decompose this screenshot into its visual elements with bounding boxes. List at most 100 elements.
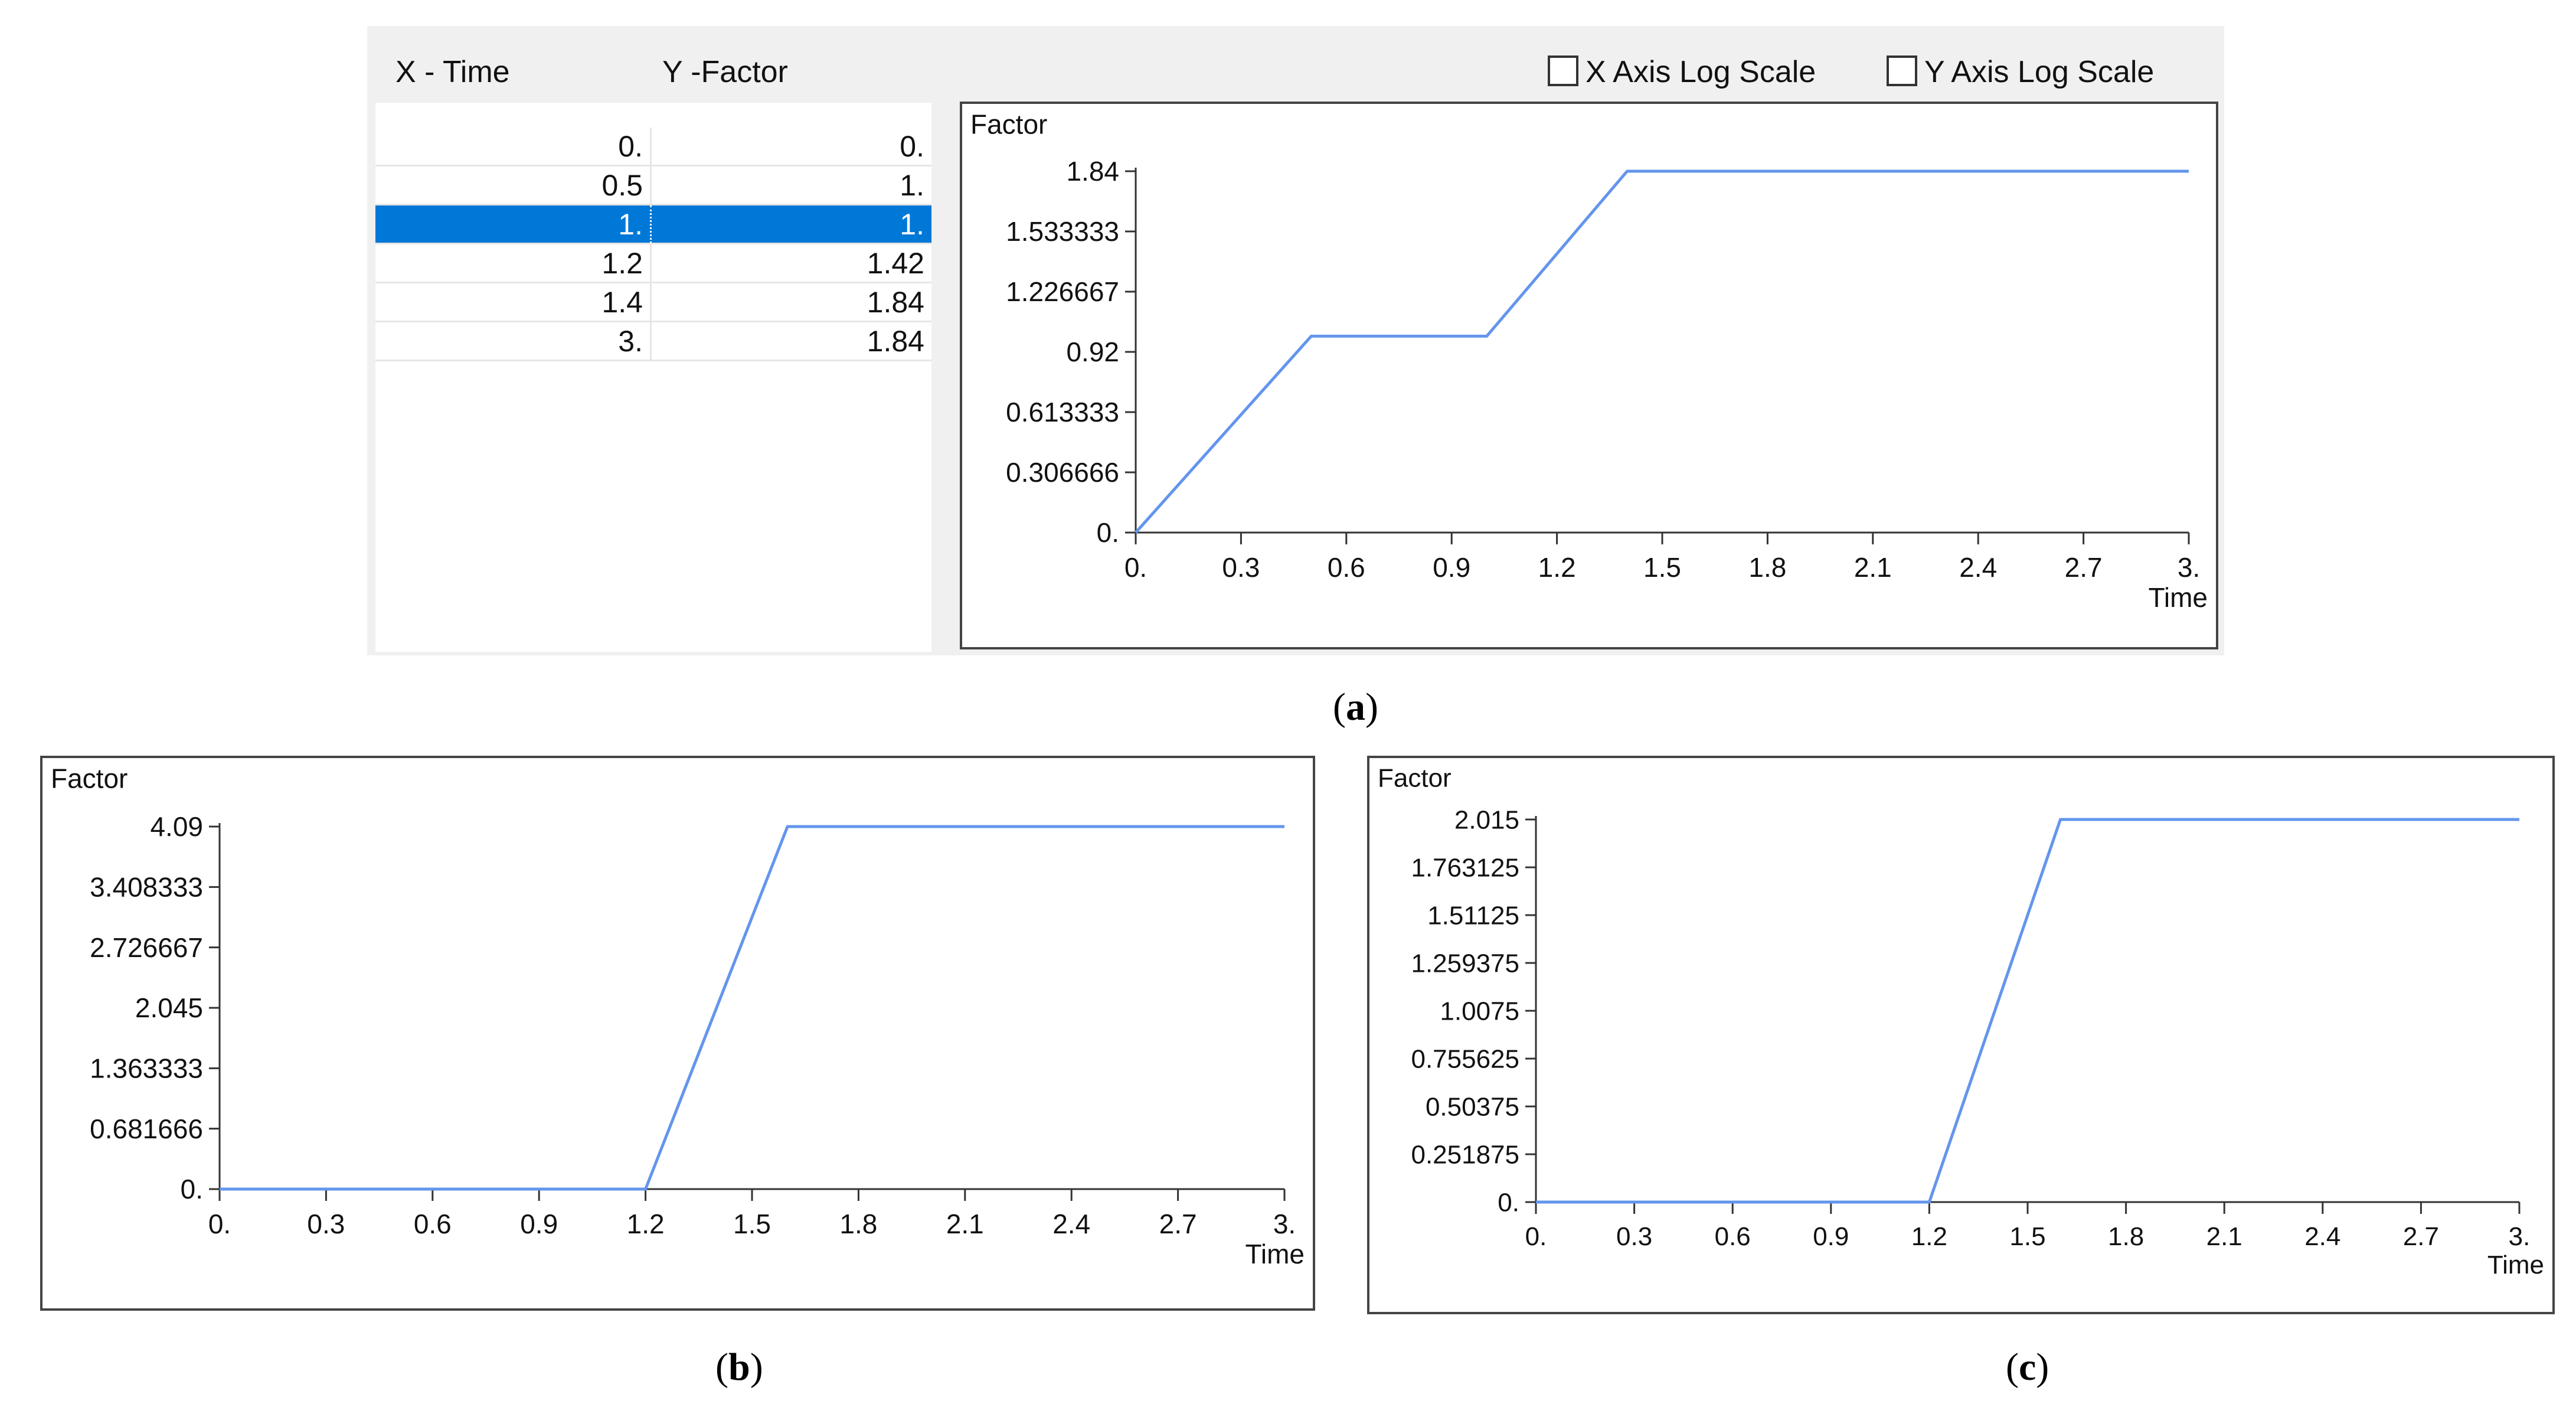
table-row[interactable]: 3. 1.84 bbox=[375, 322, 931, 361]
cell-factor[interactable]: 1.84 bbox=[867, 325, 924, 358]
chart-c-svg: 0. 0.251875 0.50375 0.755625 1.0075 1.259375 1… bbox=[1378, 763, 2544, 1279]
y-tick-label: 1.226667 bbox=[1006, 276, 1119, 307]
y-tick-label: 1.363333 bbox=[90, 1053, 203, 1083]
cell-time[interactable]: 0.5 bbox=[375, 166, 652, 204]
table-row[interactable]: 1.2 1.42 bbox=[375, 244, 931, 283]
x-tick-label: 0.3 bbox=[307, 1209, 345, 1239]
cell-time[interactable]: 1. bbox=[375, 205, 652, 243]
x-tick-label: 2.4 bbox=[1052, 1209, 1090, 1239]
cell-factor[interactable]: 0. bbox=[900, 130, 924, 163]
series-line bbox=[1536, 818, 2519, 1204]
x-axis-label: Time bbox=[2148, 582, 2208, 613]
y-tick-label: 0. bbox=[1097, 517, 1119, 548]
table-row[interactable]: 1.4 1.84 bbox=[375, 283, 931, 322]
series-line bbox=[1135, 169, 2189, 534]
chart-b: 0. 0.681666 1.363333 2.045 2.726667 3.408333 4… bbox=[40, 756, 1315, 1311]
y-tick-label: 1.0075 bbox=[1440, 997, 1519, 1026]
x-axis-label: Time bbox=[1245, 1239, 1305, 1269]
x-tick-label: 2.7 bbox=[2065, 552, 2103, 583]
y-tick-label: 0. bbox=[181, 1174, 203, 1204]
y-tick-label: 1.763125 bbox=[1411, 853, 1519, 882]
caption-b-letter: b bbox=[728, 1346, 750, 1389]
y-axis-label: Factor bbox=[1378, 763, 1452, 792]
caption-b: (b) bbox=[715, 1346, 763, 1389]
caption-a-letter: a bbox=[1345, 685, 1365, 729]
x-tick-label: 0.3 bbox=[1222, 552, 1260, 583]
chart-a-svg: 0. 0.306666 0.613333 0.92 1.226667 1.533333 1.… bbox=[970, 109, 2208, 613]
cell-time[interactable]: 0. bbox=[375, 128, 652, 165]
x-tick-label: 0.3 bbox=[1616, 1222, 1652, 1251]
x-axis-log-scale-checkbox[interactable] bbox=[1548, 55, 1578, 86]
x-tick-label: 1.2 bbox=[627, 1209, 665, 1239]
x-tick-label: 3. bbox=[1273, 1209, 1296, 1239]
caption-c-letter: c bbox=[2018, 1346, 2036, 1389]
cell-time[interactable]: 3. bbox=[375, 322, 652, 360]
x-tick-label: 0.6 bbox=[1328, 552, 1365, 583]
x-axis-log-scale-label[interactable]: X Axis Log Scale bbox=[1586, 55, 1816, 89]
column-header-y-factor[interactable]: Y -Factor bbox=[662, 55, 788, 89]
chart-b-svg: 0. 0.681666 1.363333 2.045 2.726667 3.408333 4… bbox=[51, 763, 1305, 1269]
x-tick-label: 0. bbox=[1124, 552, 1147, 583]
cell-factor[interactable]: 1.84 bbox=[867, 286, 924, 319]
y-tick-label: 0.50375 bbox=[1426, 1092, 1519, 1121]
y-tick-label: 0.613333 bbox=[1006, 397, 1119, 427]
y-tick-label: 0. bbox=[1498, 1188, 1519, 1217]
y-tick-label: 1.84 bbox=[1066, 156, 1119, 187]
y-tick-label: 2.726667 bbox=[90, 932, 203, 963]
data-table: 0. 0. 0.5 1. 1. 1. 1.2 1.42 1.4 1.84 3. … bbox=[375, 103, 931, 652]
x-tick-label: 1.8 bbox=[1748, 552, 1786, 583]
y-axis-label: Factor bbox=[970, 109, 1047, 140]
column-header-x-time[interactable]: X - Time bbox=[395, 55, 510, 89]
x-tick-label: 0. bbox=[208, 1209, 231, 1239]
y-tick-label: 2.045 bbox=[135, 992, 203, 1023]
x-tick-label: 0. bbox=[1525, 1222, 1547, 1251]
y-axis-log-scale-checkbox[interactable] bbox=[1887, 55, 1917, 86]
cell-factor[interactable]: 1. bbox=[900, 169, 924, 202]
x-tick-label: 3. bbox=[2509, 1222, 2531, 1251]
y-tick-label: 1.533333 bbox=[1006, 216, 1119, 247]
x-tick-label: 1.2 bbox=[1538, 552, 1576, 583]
x-tick-label: 3. bbox=[2178, 552, 2200, 583]
x-tick-label: 2.1 bbox=[2206, 1222, 2242, 1251]
x-tick-label: 2.7 bbox=[2403, 1222, 2439, 1251]
table-row[interactable]: 0.5 1. bbox=[375, 166, 931, 205]
cell-factor[interactable]: 1.42 bbox=[867, 247, 924, 280]
x-tick-label: 1.2 bbox=[1911, 1222, 1947, 1251]
x-tick-label: 0.9 bbox=[1813, 1222, 1849, 1251]
y-tick-label: 0.92 bbox=[1066, 337, 1119, 367]
caption-a: (a) bbox=[1333, 685, 1378, 729]
x-tick-label: 1.8 bbox=[839, 1209, 877, 1239]
y-tick-label: 2.015 bbox=[1454, 805, 1519, 834]
y-tick-label: 3.408333 bbox=[90, 871, 203, 902]
x-tick-label: 2.1 bbox=[1854, 552, 1892, 583]
y-axis-log-scale-label[interactable]: Y Axis Log Scale bbox=[1924, 55, 2155, 89]
y-tick-label: 0.755625 bbox=[1411, 1044, 1519, 1073]
x-tick-label: 1.5 bbox=[1643, 552, 1681, 583]
x-tick-label: 2.4 bbox=[1959, 552, 1997, 583]
table-row-selected[interactable]: 1. 1. bbox=[375, 205, 931, 244]
series-line bbox=[220, 825, 1284, 1191]
x-tick-label: 0.6 bbox=[1715, 1222, 1751, 1251]
x-tick-label: 2.7 bbox=[1159, 1209, 1197, 1239]
x-tick-label: 2.4 bbox=[2304, 1222, 2340, 1251]
caption-c: (c) bbox=[2006, 1346, 2049, 1389]
x-tick-label: 1.8 bbox=[2108, 1222, 2144, 1251]
table-row[interactable]: 0. 0. bbox=[375, 128, 931, 166]
y-tick-label: 0.681666 bbox=[90, 1114, 203, 1144]
y-tick-label: 0.306666 bbox=[1006, 457, 1119, 488]
x-tick-label: 0.6 bbox=[414, 1209, 452, 1239]
y-tick-label: 4.09 bbox=[150, 811, 203, 842]
x-tick-label: 0.9 bbox=[1433, 552, 1470, 583]
x-tick-label: 2.1 bbox=[946, 1209, 984, 1239]
x-tick-label: 1.5 bbox=[733, 1209, 771, 1239]
cell-time[interactable]: 1.4 bbox=[375, 283, 652, 321]
x-tick-label: 1.5 bbox=[2009, 1222, 2045, 1251]
cell-factor[interactable]: 1. bbox=[900, 208, 924, 241]
chart-a: 0. 0.306666 0.613333 0.92 1.226667 1.533333 1.… bbox=[960, 102, 2218, 649]
y-tick-label: 1.51125 bbox=[1427, 901, 1519, 930]
y-tick-label: 1.259375 bbox=[1411, 949, 1519, 978]
x-axis-label: Time bbox=[2487, 1250, 2544, 1279]
cell-time[interactable]: 1.2 bbox=[375, 244, 652, 282]
y-axis-label: Factor bbox=[51, 763, 128, 794]
x-tick-label: 0.9 bbox=[520, 1209, 558, 1239]
